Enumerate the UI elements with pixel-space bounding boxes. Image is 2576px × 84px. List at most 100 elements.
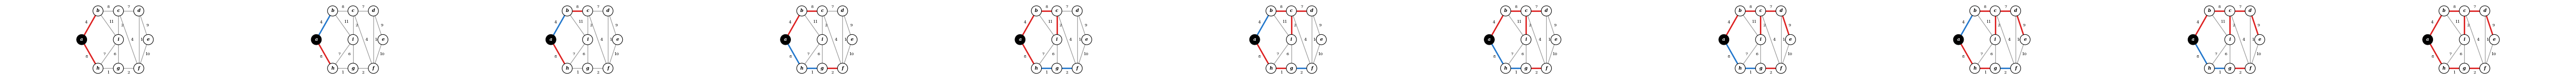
Text: 10: 10: [144, 52, 149, 56]
Circle shape: [1285, 63, 1296, 73]
Circle shape: [2460, 6, 2470, 16]
Circle shape: [77, 35, 88, 45]
Circle shape: [1991, 63, 2002, 73]
Circle shape: [781, 35, 791, 45]
Circle shape: [2020, 35, 2030, 45]
Text: c: c: [1525, 9, 1528, 13]
Circle shape: [2009, 63, 2020, 73]
Text: b: b: [1504, 9, 1507, 13]
Circle shape: [2254, 35, 2264, 45]
Text: 11: 11: [1048, 20, 1054, 24]
Text: g: g: [1994, 66, 1996, 71]
Text: a: a: [314, 37, 317, 42]
Circle shape: [1072, 63, 1082, 73]
Text: b: b: [95, 9, 100, 13]
Circle shape: [1051, 63, 1061, 73]
Circle shape: [348, 35, 358, 45]
Text: h: h: [1504, 66, 1507, 71]
Text: e: e: [1790, 37, 1793, 42]
Text: d: d: [605, 9, 611, 13]
Circle shape: [613, 35, 623, 45]
Circle shape: [848, 35, 858, 45]
Circle shape: [1754, 35, 1765, 45]
Circle shape: [368, 6, 379, 16]
Text: a: a: [1018, 37, 1023, 42]
Text: c: c: [353, 9, 355, 13]
Text: h: h: [330, 66, 335, 71]
Circle shape: [1499, 63, 1510, 73]
Circle shape: [1030, 6, 1041, 16]
Circle shape: [1718, 35, 1728, 45]
Circle shape: [796, 6, 806, 16]
Text: 10: 10: [2491, 52, 2496, 56]
Text: 14: 14: [2017, 38, 2022, 42]
Text: g: g: [2228, 66, 2231, 71]
Circle shape: [1754, 63, 1765, 73]
Circle shape: [582, 6, 592, 16]
Circle shape: [2488, 35, 2499, 45]
Text: e: e: [850, 37, 853, 42]
Text: e: e: [2025, 37, 2027, 42]
Circle shape: [2481, 6, 2491, 16]
Circle shape: [1754, 6, 1765, 16]
Text: b: b: [801, 9, 804, 13]
Text: c: c: [2463, 9, 2465, 13]
Text: 11: 11: [343, 20, 348, 24]
Circle shape: [2439, 6, 2450, 16]
Text: d: d: [840, 9, 845, 13]
Circle shape: [2009, 6, 2020, 16]
Circle shape: [312, 35, 322, 45]
Circle shape: [1953, 35, 1963, 45]
Text: 10: 10: [1788, 52, 1793, 56]
Text: 14: 14: [608, 38, 613, 42]
Circle shape: [1991, 6, 2002, 16]
Circle shape: [817, 35, 827, 45]
Text: g: g: [1759, 66, 1762, 71]
Circle shape: [2226, 63, 2236, 73]
Text: c: c: [116, 9, 118, 13]
Text: c: c: [1994, 9, 1996, 13]
Circle shape: [2460, 63, 2470, 73]
Circle shape: [2246, 6, 2254, 16]
Circle shape: [1249, 35, 1260, 45]
Text: 11: 11: [108, 20, 113, 24]
Circle shape: [1540, 6, 1551, 16]
Text: 10: 10: [848, 52, 853, 56]
Text: g: g: [1291, 66, 1293, 71]
Circle shape: [837, 63, 848, 73]
Circle shape: [1736, 63, 1747, 73]
Circle shape: [1051, 35, 1061, 45]
Text: 14: 14: [2486, 38, 2491, 42]
Circle shape: [1015, 35, 1025, 45]
Text: b: b: [567, 9, 569, 13]
Text: e: e: [616, 37, 618, 42]
Circle shape: [93, 6, 103, 16]
Circle shape: [1971, 6, 1981, 16]
Text: d: d: [137, 9, 139, 13]
Circle shape: [2246, 63, 2254, 73]
Circle shape: [817, 6, 827, 16]
Circle shape: [2460, 35, 2470, 45]
Circle shape: [113, 6, 124, 16]
Circle shape: [1285, 35, 1296, 45]
Circle shape: [2226, 6, 2236, 16]
Circle shape: [582, 35, 592, 45]
Circle shape: [1316, 35, 1327, 45]
Circle shape: [348, 63, 358, 73]
Text: h: h: [1973, 66, 1976, 71]
Circle shape: [1775, 63, 1785, 73]
Circle shape: [1991, 35, 2002, 45]
Text: g: g: [1525, 66, 1528, 71]
Circle shape: [93, 63, 103, 73]
Text: 11: 11: [2455, 20, 2460, 24]
Text: 11: 11: [1517, 20, 1522, 24]
Text: b: b: [1036, 9, 1038, 13]
Circle shape: [2205, 6, 2215, 16]
Circle shape: [348, 6, 358, 16]
Circle shape: [134, 63, 144, 73]
Text: a: a: [1255, 37, 1257, 42]
Circle shape: [796, 63, 806, 73]
Circle shape: [113, 35, 124, 45]
Text: 14: 14: [1079, 38, 1084, 42]
Text: 14: 14: [1548, 38, 1553, 42]
